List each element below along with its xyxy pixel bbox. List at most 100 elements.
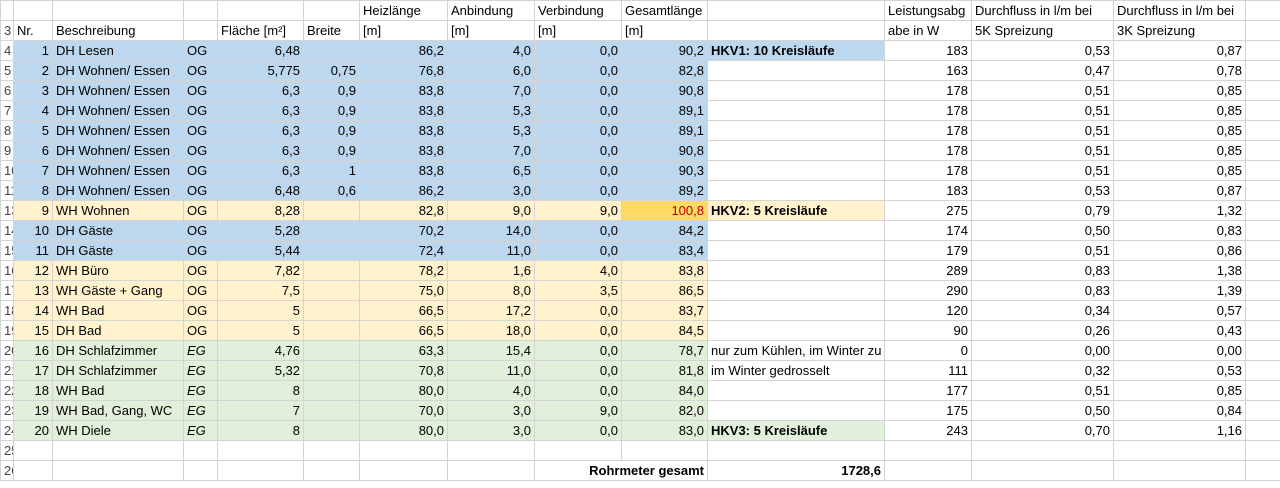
cell-note[interactable]	[707, 320, 885, 341]
cell-heizlaenge[interactable]: 83,8	[359, 100, 448, 121]
cell-beschreibung[interactable]: DH Wohnen/ Essen	[52, 60, 184, 81]
cell-breite[interactable]: 0,9	[303, 80, 360, 101]
cell-etage[interactable]: OG	[183, 180, 218, 201]
cell-breite[interactable]	[303, 40, 360, 61]
cell-durchfluss-3k[interactable]: 0,85	[1113, 380, 1246, 401]
empty-cell[interactable]	[1245, 100, 1280, 121]
cell-leistung[interactable]: 177	[884, 380, 972, 401]
cell-etage[interactable]: EG	[183, 360, 218, 381]
cell-nr[interactable]: 19	[13, 400, 53, 421]
cell-nr[interactable]: 12	[13, 260, 53, 281]
empty-cell[interactable]	[1245, 400, 1280, 421]
empty-cell[interactable]	[359, 440, 448, 461]
cell-durchfluss-3k[interactable]: 1,39	[1113, 280, 1246, 301]
cell-flaeche[interactable]: 8	[217, 380, 304, 401]
cell-note[interactable]	[707, 300, 885, 321]
header-breite[interactable]: Breite	[303, 20, 360, 41]
cell-heizlaenge[interactable]: 86,2	[359, 40, 448, 61]
cell-etage[interactable]: EG	[183, 340, 218, 361]
empty-cell[interactable]	[1245, 240, 1280, 261]
cell-heizlaenge[interactable]: 83,8	[359, 80, 448, 101]
cell-beschreibung[interactable]: WH Bad	[52, 300, 184, 321]
cell-gesamtlaenge[interactable]: 89,1	[621, 100, 708, 121]
cell-beschreibung[interactable]: WH Diele	[52, 420, 184, 441]
empty-cell[interactable]	[183, 440, 218, 461]
cell-etage[interactable]: EG	[183, 400, 218, 421]
cell-durchfluss-5k[interactable]: 0,83	[971, 280, 1114, 301]
cell-flaeche[interactable]: 7,5	[217, 280, 304, 301]
cell-flaeche[interactable]: 5,28	[217, 220, 304, 241]
cell-leistung[interactable]: 275	[884, 200, 972, 221]
cell-breite[interactable]: 1	[303, 160, 360, 181]
header-durchfluss-3k[interactable]: 3K Spreizung	[1113, 20, 1246, 41]
cell-breite[interactable]	[303, 320, 360, 341]
empty-cell[interactable]	[13, 440, 53, 461]
empty-cell[interactable]	[1245, 300, 1280, 321]
cell-breite[interactable]	[303, 240, 360, 261]
cell-beschreibung[interactable]: WH Gäste + Gang	[52, 280, 184, 301]
cell-nr[interactable]: 20	[13, 420, 53, 441]
cell-durchfluss-3k[interactable]: 0,86	[1113, 240, 1246, 261]
empty-cell[interactable]	[1245, 0, 1280, 21]
cell-verbindung[interactable]: 4,0	[534, 260, 622, 281]
cell-anbindung[interactable]: 5,3	[447, 120, 535, 141]
cell-leistung[interactable]: 178	[884, 100, 972, 121]
cell-durchfluss-5k[interactable]: 0,34	[971, 300, 1114, 321]
cell-durchfluss-3k[interactable]: 0,43	[1113, 320, 1246, 341]
cell-breite[interactable]	[303, 300, 360, 321]
header-durchfluss-5k[interactable]: 5K Spreizung	[971, 20, 1114, 41]
cell-note[interactable]: HKV1: 10 Kreisläufe	[707, 40, 885, 61]
cell-heizlaenge[interactable]: 82,8	[359, 200, 448, 221]
cell-nr[interactable]: 8	[13, 180, 53, 201]
cell-durchfluss-3k[interactable]: 0,57	[1113, 300, 1246, 321]
cell-nr[interactable]: 3	[13, 80, 53, 101]
cell-durchfluss-5k[interactable]: 0,26	[971, 320, 1114, 341]
cell-anbindung[interactable]: 5,3	[447, 100, 535, 121]
cell-nr[interactable]: 7	[13, 160, 53, 181]
cell-durchfluss-5k[interactable]: 0,51	[971, 140, 1114, 161]
cell-nr[interactable]: 18	[13, 380, 53, 401]
empty-cell[interactable]	[621, 440, 708, 461]
cell-anbindung[interactable]: 7,0	[447, 80, 535, 101]
empty-cell[interactable]	[1245, 420, 1280, 441]
cell-verbindung[interactable]: 0,0	[534, 340, 622, 361]
cell-flaeche[interactable]: 6,3	[217, 100, 304, 121]
empty-cell[interactable]	[303, 440, 360, 461]
cell-breite[interactable]	[303, 360, 360, 381]
cell-note[interactable]	[707, 240, 885, 261]
cell-gesamtlaenge[interactable]: 83,7	[621, 300, 708, 321]
cell-durchfluss-3k[interactable]: 0,78	[1113, 60, 1246, 81]
cell-durchfluss-5k[interactable]: 0,00	[971, 340, 1114, 361]
cell-etage[interactable]: OG	[183, 160, 218, 181]
cell-etage[interactable]: EG	[183, 380, 218, 401]
cell-flaeche[interactable]: 5	[217, 300, 304, 321]
cell-breite[interactable]	[303, 200, 360, 221]
cell-beschreibung[interactable]: DH Bad	[52, 320, 184, 341]
empty-cell[interactable]	[1245, 320, 1280, 341]
cell-nr[interactable]: 13	[13, 280, 53, 301]
cell-flaeche[interactable]: 4,76	[217, 340, 304, 361]
cell-durchfluss-5k[interactable]: 0,51	[971, 120, 1114, 141]
cell-heizlaenge[interactable]: 76,8	[359, 60, 448, 81]
cell-verbindung[interactable]: 9,0	[534, 200, 622, 221]
cell-note[interactable]: nur zum Kühlen, im Winter zu	[707, 340, 885, 361]
cell-gesamtlaenge[interactable]: 100,8	[621, 200, 708, 221]
cell-gesamtlaenge[interactable]: 90,8	[621, 80, 708, 101]
cell-breite[interactable]	[303, 220, 360, 241]
empty-cell[interactable]	[971, 440, 1114, 461]
cell-heizlaenge[interactable]: 83,8	[359, 120, 448, 141]
cell-beschreibung[interactable]: DH Wohnen/ Essen	[52, 140, 184, 161]
cell-beschreibung[interactable]: DH Schlafzimmer	[52, 360, 184, 381]
cell-note[interactable]	[707, 100, 885, 121]
cell-durchfluss-3k[interactable]: 0,85	[1113, 100, 1246, 121]
cell-leistung[interactable]: 179	[884, 240, 972, 261]
cell-note[interactable]: im Winter gedrosselt	[707, 360, 885, 381]
cell-durchfluss-5k[interactable]: 0,79	[971, 200, 1114, 221]
cell-breite[interactable]	[303, 380, 360, 401]
cell-note[interactable]: HKV3: 5 Kreisläufe	[707, 420, 885, 441]
empty-cell[interactable]	[52, 440, 184, 461]
cell-durchfluss-5k[interactable]: 0,70	[971, 420, 1114, 441]
empty-cell[interactable]	[1113, 440, 1246, 461]
cell-verbindung[interactable]: 0,0	[534, 360, 622, 381]
cell-breite[interactable]: 0,9	[303, 140, 360, 161]
